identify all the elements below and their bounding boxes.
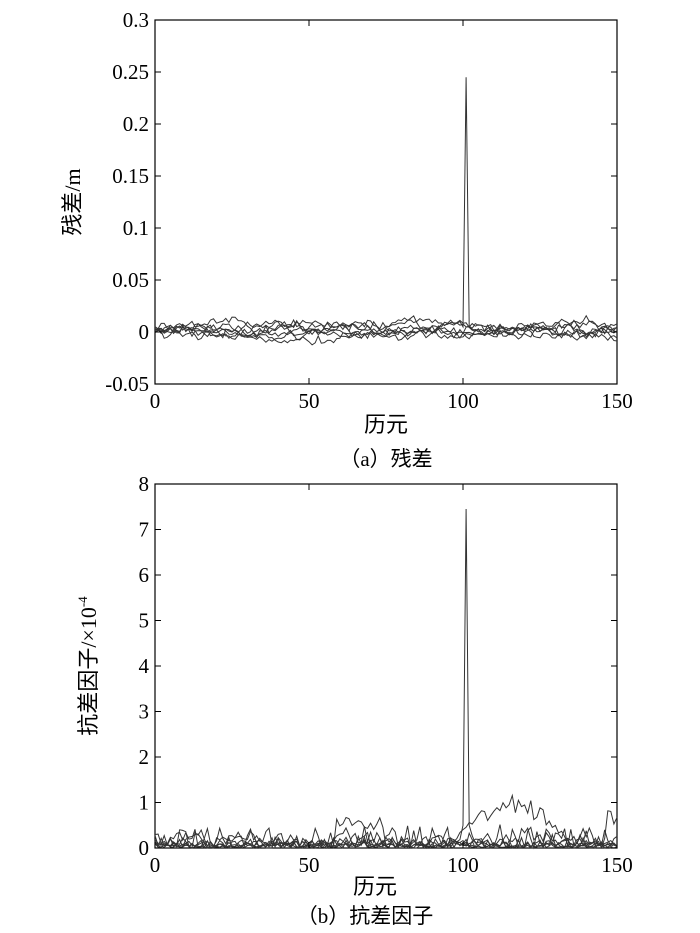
y-tick-label: 0.15 xyxy=(112,164,149,188)
y-tick-label: 3 xyxy=(139,700,150,724)
series-line xyxy=(154,824,618,850)
panel-b-y-axis-label-exponent: -4 xyxy=(75,596,90,607)
y-tick-label: 0.2 xyxy=(123,112,149,136)
series-line xyxy=(154,810,618,850)
panel-a-caption: （a）残差 xyxy=(339,447,432,471)
x-tick-label: 50 xyxy=(299,853,320,877)
y-tick-label: 0.1 xyxy=(123,216,149,240)
y-tick-label: 8 xyxy=(139,472,150,496)
y-tick-label: 0.05 xyxy=(112,268,149,292)
y-tick-label: -0.05 xyxy=(105,372,149,396)
panel-b-plot-frame xyxy=(154,483,618,849)
y-tick-label: 0 xyxy=(139,320,150,344)
x-tick-label: 50 xyxy=(299,389,320,413)
x-tick-label: 0 xyxy=(150,389,161,413)
y-tick-label: 0.3 xyxy=(123,8,149,32)
y-tick-label: 1 xyxy=(139,791,150,815)
y-tick-label: 5 xyxy=(139,609,150,633)
y-tick-label: 4 xyxy=(139,654,150,678)
panel-b-robust-factor: 0 50 100 150 0 1 2 3 4 5 6 7 8 历元 抗差因子/×10-4 （b）抗差因… xyxy=(75,472,633,928)
panel-b-x-axis-label: 历元 xyxy=(353,874,397,899)
x-tick-label: 100 xyxy=(447,389,479,413)
series-line xyxy=(154,319,618,338)
series-line xyxy=(154,320,618,341)
series-line xyxy=(154,816,618,849)
panel-a-series-group xyxy=(154,77,618,346)
panel-b-caption: （b）抗差因子 xyxy=(297,904,434,928)
series-line xyxy=(154,77,618,343)
series-line xyxy=(154,317,618,337)
x-tick-label: 0 xyxy=(150,853,161,877)
panel-a-y-axis-label: 残差/m xyxy=(60,168,85,235)
y-tick-label: 0 xyxy=(139,836,150,860)
y-tick-label: 0.25 xyxy=(112,60,149,84)
y-tick-label: 6 xyxy=(139,563,150,587)
panel-b-y-axis-label: 抗差因子/×10-4 xyxy=(75,596,101,736)
series-line xyxy=(154,508,618,850)
panel-a-plot-frame xyxy=(154,19,618,385)
x-tick-label: 150 xyxy=(601,853,633,877)
panel-b-series-group xyxy=(154,508,618,850)
y-tick-label: 2 xyxy=(139,745,150,769)
x-tick-label: 100 xyxy=(447,853,479,877)
panel-b-y-axis-label-main: 抗差因子/×10 xyxy=(76,607,101,736)
panel-a-x-axis-label: 历元 xyxy=(364,412,408,437)
x-tick-label: 150 xyxy=(601,389,633,413)
y-tick-label: 7 xyxy=(139,518,150,542)
